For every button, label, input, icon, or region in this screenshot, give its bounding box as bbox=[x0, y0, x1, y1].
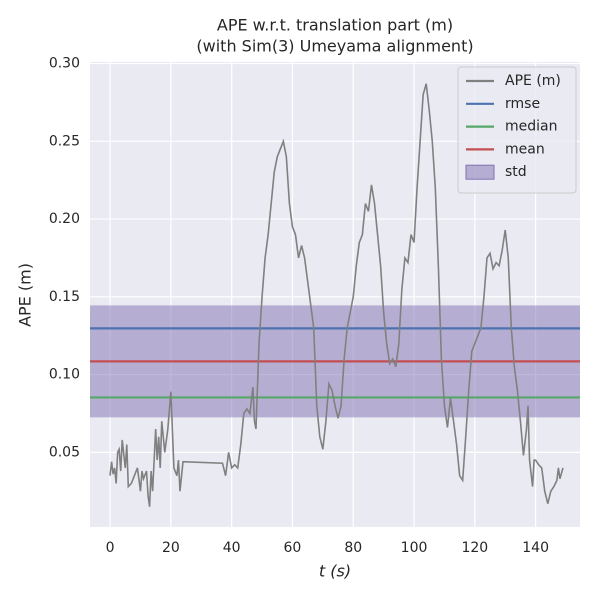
legend-label: mean bbox=[505, 141, 545, 157]
y-tick-label: 0.20 bbox=[49, 211, 80, 227]
ape-line bbox=[109, 83, 564, 507]
legend: APE (m) rmse median mean std bbox=[457, 66, 577, 194]
legend-label: APE (m) bbox=[505, 73, 561, 89]
legend-label: std bbox=[505, 164, 527, 180]
x-tick-label: 20 bbox=[162, 540, 180, 556]
x-tick-label: 60 bbox=[284, 540, 302, 556]
y-tick-label: 0.25 bbox=[49, 133, 80, 149]
y-tick-label: 0.15 bbox=[49, 289, 80, 305]
legend-label: median bbox=[505, 119, 557, 135]
x-tick-label: 80 bbox=[344, 540, 362, 556]
x-tick-label: 140 bbox=[522, 540, 549, 556]
y-axis-label: APE (m) bbox=[16, 263, 35, 327]
legend-label: rmse bbox=[505, 96, 540, 112]
x-tick-label: 100 bbox=[401, 540, 428, 556]
chart-subtitle: (with Sim(3) Umeyama alignment) bbox=[196, 37, 473, 56]
x-axis-label: t (s) bbox=[319, 562, 351, 581]
x-tick-label: 120 bbox=[461, 540, 488, 556]
legend-swatch bbox=[465, 164, 495, 180]
x-tick-label: 0 bbox=[106, 540, 115, 556]
chart-title: APE w.r.t. translation part (m) bbox=[217, 16, 453, 35]
legend-box bbox=[457, 66, 577, 194]
y-tick-label: 0.05 bbox=[49, 444, 80, 460]
x-tick-label: 40 bbox=[223, 540, 241, 556]
y-tick-label: 0.10 bbox=[49, 367, 80, 383]
y-tick-label: 0.30 bbox=[49, 56, 80, 72]
